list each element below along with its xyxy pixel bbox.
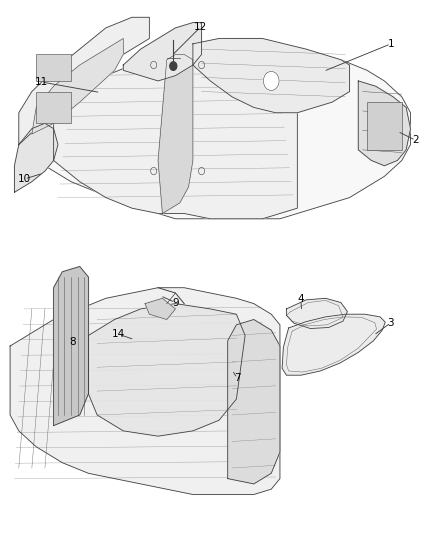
Polygon shape — [286, 298, 347, 328]
Text: 7: 7 — [234, 374, 240, 383]
Text: 2: 2 — [413, 135, 419, 146]
Polygon shape — [53, 49, 297, 219]
Polygon shape — [358, 81, 410, 166]
Text: 11: 11 — [35, 77, 48, 87]
Polygon shape — [193, 38, 350, 113]
Text: 10: 10 — [18, 174, 31, 184]
Polygon shape — [228, 319, 280, 484]
Polygon shape — [14, 123, 58, 192]
Polygon shape — [32, 38, 123, 134]
Polygon shape — [282, 314, 385, 375]
Text: 9: 9 — [172, 297, 179, 308]
Bar — [36, 54, 71, 81]
Text: 3: 3 — [388, 318, 394, 328]
Polygon shape — [145, 298, 176, 319]
Polygon shape — [10, 288, 280, 495]
Text: 1: 1 — [388, 39, 394, 49]
Text: 12: 12 — [194, 22, 207, 32]
Text: 14: 14 — [112, 329, 126, 340]
Polygon shape — [123, 22, 201, 81]
Polygon shape — [88, 304, 245, 436]
Bar — [367, 102, 402, 150]
Polygon shape — [19, 17, 149, 144]
Polygon shape — [19, 38, 410, 219]
Circle shape — [263, 71, 279, 91]
Bar — [36, 92, 71, 123]
Text: 4: 4 — [297, 294, 304, 304]
Polygon shape — [158, 54, 193, 214]
Circle shape — [170, 62, 177, 70]
Text: 8: 8 — [69, 337, 76, 347]
Polygon shape — [53, 266, 88, 425]
